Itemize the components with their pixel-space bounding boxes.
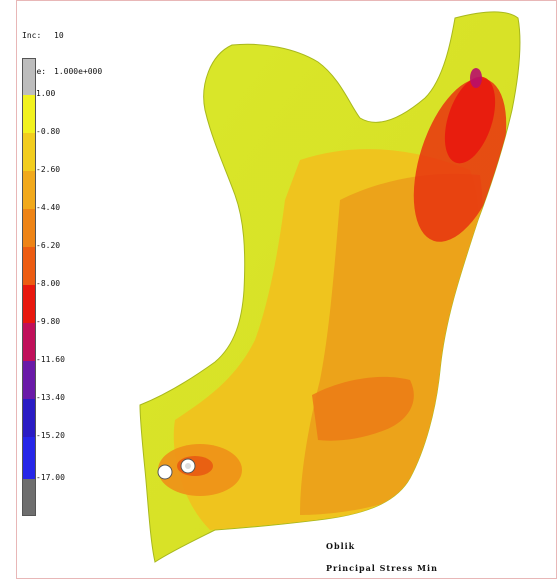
scale-label: -9.80 [36, 317, 61, 326]
scale-label: -13.40 [36, 393, 65, 402]
scale-label: -4.40 [36, 203, 61, 212]
stress-zone-lower [312, 376, 414, 441]
stress-zone-hot-core [444, 76, 496, 164]
result-caption: Principal Stress Min [326, 563, 438, 573]
scale-label: 1.00 [36, 89, 56, 98]
scale-label: -15.20 [36, 431, 65, 440]
scale-label: -6.20 [36, 241, 61, 250]
scale-seg [23, 59, 35, 95]
scale-seg [23, 247, 35, 285]
scale-seg [23, 361, 35, 399]
scale-seg [23, 95, 35, 133]
viewport-frame [16, 0, 557, 579]
time-value: 1.000e+000 [54, 67, 103, 76]
scale-seg [23, 171, 35, 209]
inc-label: Inc: [22, 31, 42, 40]
scale-seg [23, 323, 35, 361]
view-caption: Oblik [326, 541, 356, 551]
scale-label: -8.00 [36, 279, 61, 288]
scale-label: -17.00 [36, 473, 65, 482]
screw-icon [157, 458, 196, 480]
scale-label: -11.60 [36, 355, 65, 364]
scale-label: -0.80 [36, 127, 61, 136]
scale-seg [23, 285, 35, 323]
inc-value: 10 [54, 31, 64, 40]
color-scale-bar [22, 58, 36, 516]
scale-seg [23, 209, 35, 247]
scale-seg [23, 133, 35, 171]
scale-seg [23, 437, 35, 479]
scale-label: -2.60 [36, 165, 61, 174]
stress-zone-peak [470, 68, 482, 88]
scale-seg [23, 479, 35, 515]
scale-seg [23, 399, 35, 437]
